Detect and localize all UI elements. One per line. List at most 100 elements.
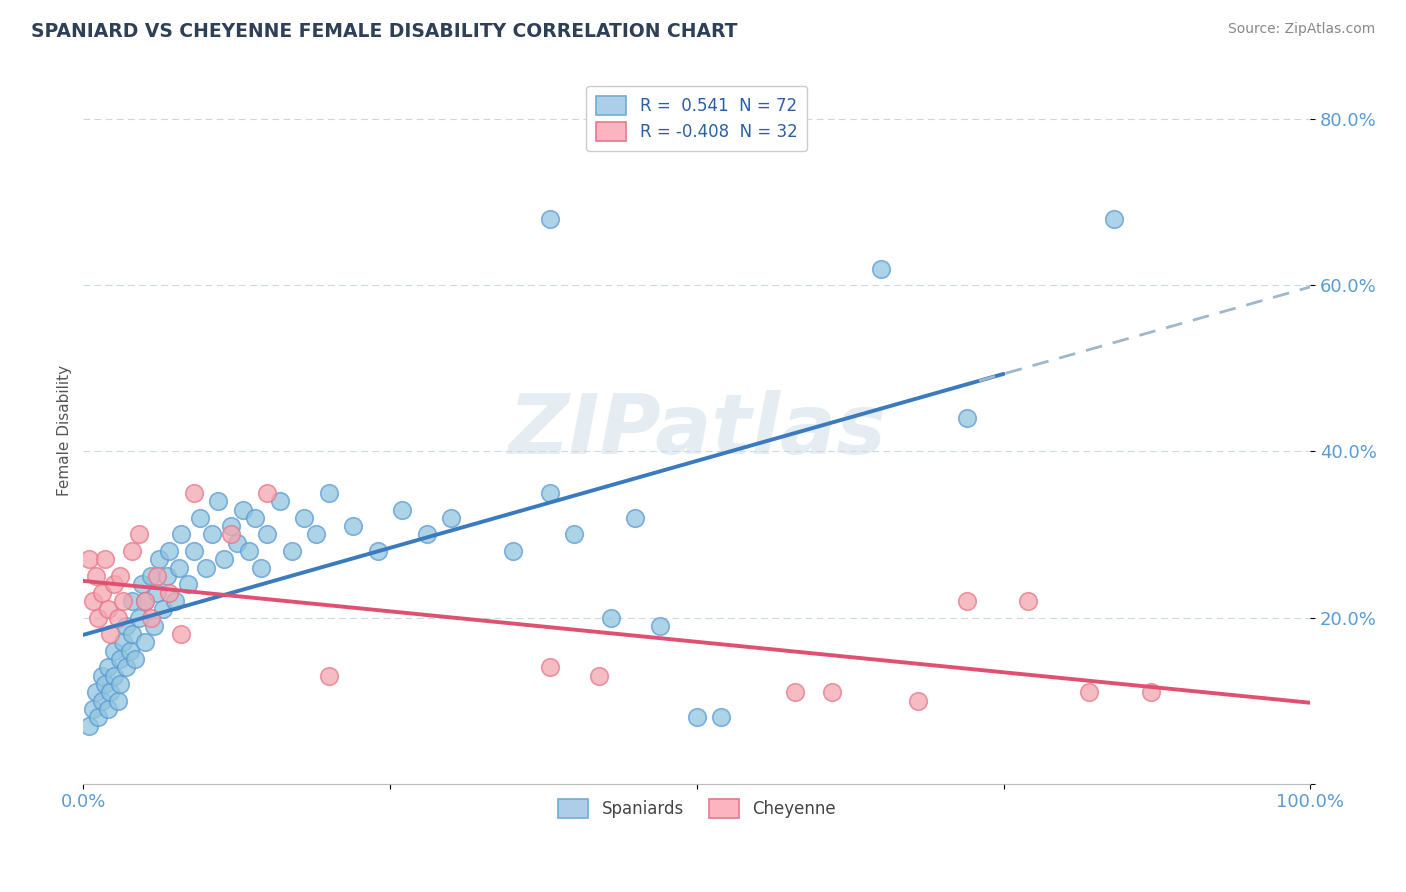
Point xyxy=(1102,211,1125,226)
Text: Source: ZipAtlas.com: Source: ZipAtlas.com xyxy=(1227,22,1375,37)
Point xyxy=(84,685,107,699)
Point xyxy=(188,511,211,525)
Point xyxy=(207,494,229,508)
Point xyxy=(250,560,273,574)
Point xyxy=(416,527,439,541)
Point xyxy=(87,710,110,724)
Point xyxy=(183,544,205,558)
Point xyxy=(170,527,193,541)
Point xyxy=(128,610,150,624)
Point xyxy=(870,261,893,276)
Point xyxy=(238,544,260,558)
Point xyxy=(103,669,125,683)
Point xyxy=(108,652,131,666)
Point xyxy=(134,594,156,608)
Point xyxy=(318,486,340,500)
Point xyxy=(103,577,125,591)
Point xyxy=(195,560,218,574)
Point xyxy=(139,610,162,624)
Point xyxy=(97,702,120,716)
Point xyxy=(783,685,806,699)
Point xyxy=(143,619,166,633)
Point xyxy=(1140,685,1163,699)
Point xyxy=(686,710,709,724)
Point xyxy=(146,585,169,599)
Point xyxy=(281,544,304,558)
Point xyxy=(108,677,131,691)
Point xyxy=(115,619,138,633)
Text: ZIPatlas: ZIPatlas xyxy=(508,390,886,471)
Point xyxy=(219,527,242,541)
Point xyxy=(84,569,107,583)
Point xyxy=(107,610,129,624)
Point xyxy=(115,660,138,674)
Point xyxy=(562,527,585,541)
Point xyxy=(367,544,389,558)
Point xyxy=(243,511,266,525)
Point xyxy=(624,511,647,525)
Point xyxy=(90,585,112,599)
Point xyxy=(111,635,134,649)
Y-axis label: Female Disability: Female Disability xyxy=(58,365,72,496)
Point xyxy=(107,693,129,707)
Point xyxy=(94,552,117,566)
Point xyxy=(219,519,242,533)
Point xyxy=(134,635,156,649)
Point xyxy=(157,544,180,558)
Point xyxy=(157,585,180,599)
Point xyxy=(118,644,141,658)
Point xyxy=(156,569,179,583)
Legend: Spaniards, Cheyenne: Spaniards, Cheyenne xyxy=(551,792,842,825)
Point xyxy=(97,602,120,616)
Point xyxy=(710,710,733,724)
Point xyxy=(79,718,101,732)
Point xyxy=(124,652,146,666)
Point xyxy=(108,569,131,583)
Point xyxy=(1017,594,1039,608)
Point xyxy=(165,594,187,608)
Point xyxy=(128,527,150,541)
Point xyxy=(183,486,205,500)
Point xyxy=(342,519,364,533)
Point xyxy=(956,411,979,425)
Point xyxy=(538,211,561,226)
Point xyxy=(256,486,278,500)
Point xyxy=(538,486,561,500)
Point xyxy=(907,693,929,707)
Point xyxy=(121,544,143,558)
Point xyxy=(256,527,278,541)
Point xyxy=(600,610,623,624)
Point xyxy=(152,602,174,616)
Point xyxy=(79,552,101,566)
Point xyxy=(148,552,170,566)
Point xyxy=(391,502,413,516)
Point xyxy=(1078,685,1101,699)
Point xyxy=(131,577,153,591)
Point xyxy=(94,677,117,691)
Point xyxy=(98,627,121,641)
Point xyxy=(588,669,610,683)
Point xyxy=(502,544,524,558)
Point xyxy=(82,702,104,716)
Point xyxy=(648,619,671,633)
Point xyxy=(97,660,120,674)
Point xyxy=(305,527,328,541)
Point xyxy=(538,660,561,674)
Point xyxy=(440,511,463,525)
Point xyxy=(170,627,193,641)
Point xyxy=(103,644,125,658)
Point xyxy=(121,594,143,608)
Point xyxy=(225,535,247,549)
Point xyxy=(98,685,121,699)
Point xyxy=(821,685,844,699)
Point xyxy=(134,594,156,608)
Point xyxy=(82,594,104,608)
Point xyxy=(201,527,224,541)
Point xyxy=(176,577,198,591)
Point xyxy=(167,560,190,574)
Point xyxy=(146,569,169,583)
Point xyxy=(111,594,134,608)
Point xyxy=(232,502,254,516)
Point xyxy=(956,594,979,608)
Point xyxy=(269,494,291,508)
